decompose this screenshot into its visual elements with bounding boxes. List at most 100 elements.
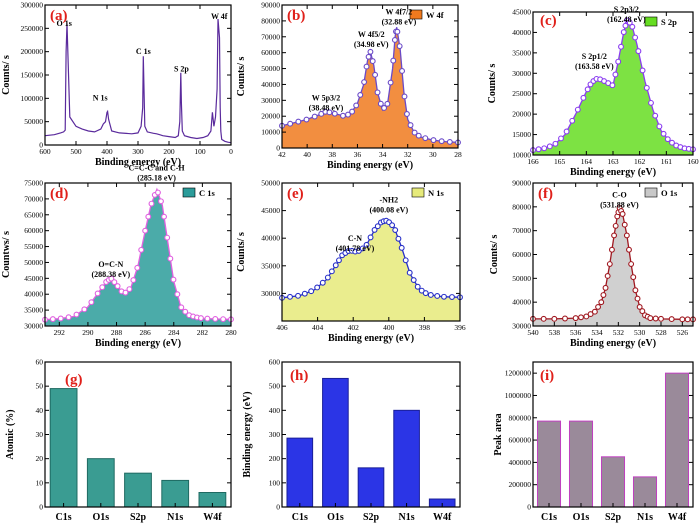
bar-n1s xyxy=(632,476,658,508)
data-point xyxy=(572,315,579,322)
panel-b: 0 10000 20000 30000 40000 50000 60000 70000 8000… xyxy=(236,1,462,172)
y-tick-label: 60000 xyxy=(261,48,280,57)
data-point xyxy=(647,315,654,322)
x-tick-label: 536 xyxy=(570,328,582,337)
data-point xyxy=(391,37,398,43)
data-point xyxy=(381,105,388,111)
y-tick-label: 1200000 xyxy=(505,369,532,378)
panel-c: 10000 15000 20000 25000 30000 35000 40000 45000… xyxy=(487,5,699,178)
data-point xyxy=(407,122,414,129)
y-tick-label: 60000 xyxy=(24,226,43,235)
x-tick-label: 538 xyxy=(549,328,561,337)
y-tick-label: 80000 xyxy=(261,16,280,25)
data-point xyxy=(161,213,167,220)
data-point xyxy=(295,292,301,299)
data-point xyxy=(345,111,351,118)
x-tick-label: 36 xyxy=(354,150,362,159)
data-point xyxy=(411,129,418,136)
x-tick-label: 290 xyxy=(82,328,94,337)
fitted-peak-area xyxy=(533,208,693,326)
y-tick-label: 50000 xyxy=(24,258,43,267)
data-point xyxy=(598,299,605,306)
data-point xyxy=(326,109,333,116)
x-tick-label: 38 xyxy=(329,150,337,159)
data-point xyxy=(621,221,628,228)
survey-series-line xyxy=(44,18,232,144)
data-point xyxy=(580,94,587,101)
data-point xyxy=(608,246,615,253)
bar-o1s xyxy=(568,420,594,508)
y-tick-label: 20000 xyxy=(512,110,531,119)
y-tick-label: 90000 xyxy=(512,179,531,188)
data-point xyxy=(377,100,384,107)
panel-label-b: (b) xyxy=(287,8,305,24)
data-point xyxy=(626,246,632,253)
x-axis-label: Binding energy (eV) xyxy=(95,157,181,168)
data-point xyxy=(668,316,675,323)
bar-w4f xyxy=(664,372,690,508)
category-label: W4f xyxy=(203,512,222,523)
y-tick-label: 90000 xyxy=(261,1,280,10)
peak-annotation: C-O xyxy=(612,190,627,199)
data-point xyxy=(604,273,611,279)
data-point xyxy=(145,213,152,220)
data-point xyxy=(170,276,177,283)
y-axis-label: Countws/ s xyxy=(1,231,12,278)
peak-annotation-value: (38.48 eV) xyxy=(309,103,344,112)
data-point xyxy=(656,123,663,130)
data-point xyxy=(182,308,189,315)
y-tick-label: 20000 xyxy=(261,112,280,121)
y-tick-label: 40000 xyxy=(512,298,531,307)
data-point xyxy=(374,89,381,96)
y-tick-label: 10000 xyxy=(512,151,531,160)
category-label: C1s xyxy=(541,512,557,523)
panel-label-d: (d) xyxy=(50,186,68,202)
plot-frame xyxy=(281,4,459,149)
data-point xyxy=(134,264,141,271)
x-tick-label: 100 xyxy=(194,147,206,156)
data-point xyxy=(204,315,211,322)
x-tick-label: 400 xyxy=(101,147,113,156)
y-tick-label: 100000 xyxy=(21,94,44,103)
category-label: S2p xyxy=(605,512,622,523)
y-tick-label: 0 xyxy=(276,144,280,153)
data-point xyxy=(652,315,659,322)
y-tick-label: 40000 xyxy=(24,290,43,299)
x-tick-label: 500 xyxy=(70,147,82,156)
y-tick-label: 60 xyxy=(36,358,44,367)
data-point xyxy=(390,57,397,64)
x-tick-label: 400 xyxy=(383,323,395,332)
x-tick-label: 396 xyxy=(454,323,466,332)
panel-label-f: (f) xyxy=(538,186,553,202)
data-point xyxy=(449,294,455,300)
data-point xyxy=(643,84,650,91)
data-point xyxy=(374,223,381,230)
peak-annotation: C 1s xyxy=(136,47,151,56)
y-tick-label: 30000 xyxy=(512,69,531,78)
data-point xyxy=(178,304,185,311)
y-tick-label: 15000 xyxy=(512,130,531,139)
data-point xyxy=(155,189,161,196)
data-point xyxy=(88,299,95,306)
y-tick-label: 35000 xyxy=(261,261,280,270)
y-tick-label: 400 xyxy=(269,406,281,415)
peak-annotation-value: (531.88 eV) xyxy=(600,200,639,209)
data-point xyxy=(629,23,636,30)
y-tick-label: 800000 xyxy=(509,413,532,422)
data-point xyxy=(422,135,429,142)
data-point xyxy=(660,130,667,137)
peak-annotation: W 4f xyxy=(211,12,228,21)
data-point xyxy=(574,106,581,113)
bar-o1s xyxy=(322,377,349,508)
data-point xyxy=(434,292,441,299)
x-tick-label: 526 xyxy=(677,328,689,337)
data-point xyxy=(287,293,293,300)
legend-label: W 4f xyxy=(426,10,444,20)
x-tick-label: 34 xyxy=(379,150,387,159)
panel-label-i: (i) xyxy=(540,368,554,384)
legend-swatch xyxy=(644,16,658,27)
peak-annotation: S 2p1/2 xyxy=(582,52,607,61)
x-axis-label: Binding energy (eV) xyxy=(570,167,656,178)
y-tick-label: 35000 xyxy=(24,306,43,315)
x-tick-label: 280 xyxy=(225,328,237,337)
